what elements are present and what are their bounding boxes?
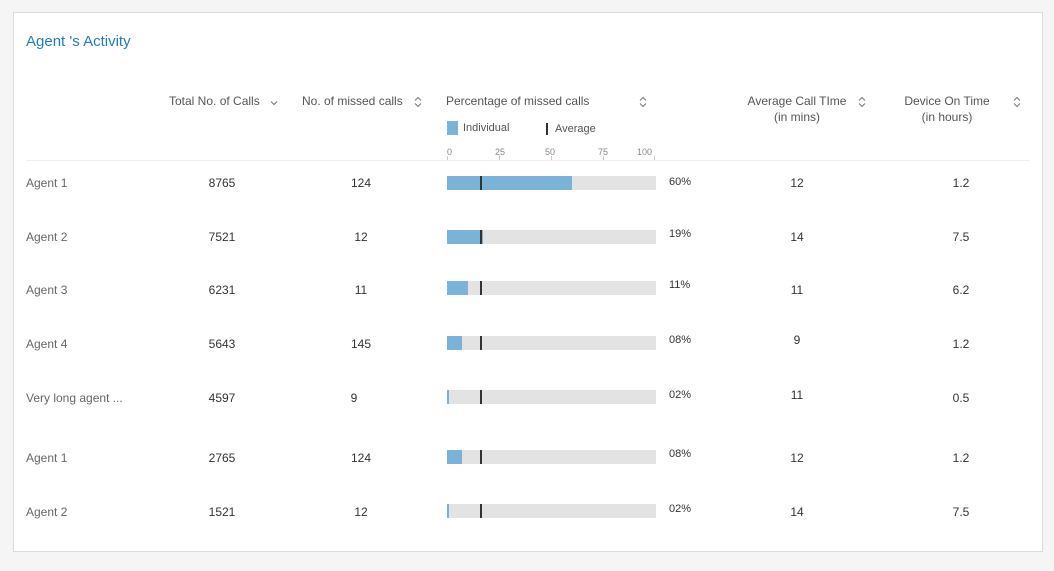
legend-individual-swatch [447,121,458,135]
bar-fill-individual [447,176,572,190]
avg-call-time-value: 11 [790,283,804,297]
avg-call-time-value: 11 [790,388,804,402]
bar-fill-individual [447,336,462,350]
bar-average-marker [480,281,482,295]
col-header-device-on-time-label: Device On Time [904,94,990,108]
bar-fill-individual [447,450,462,464]
pct-missed-value: 08% [669,334,692,346]
total-calls-value: 8765 [208,176,236,190]
bar-fill-individual [447,230,483,244]
agent-name[interactable]: Agent 3 [26,283,68,297]
pct-missed-value: 60% [669,176,692,188]
bar-average-marker [480,336,482,350]
device-on-time-value: 7.5 [952,230,970,244]
scale-label-50: 50 [545,147,556,157]
pct-missed-value: 08% [669,448,692,460]
pct-missed-bar [447,450,656,464]
col-header-missed-calls[interactable]: No. of missed calls [302,93,403,109]
scale-label-100: 100 [637,147,653,157]
avg-call-time-value: 14 [790,505,804,519]
missed-calls-value: 12 [354,230,368,244]
scale-label-75: 75 [598,147,609,157]
percentage-scale: 0 25 50 75 100 [447,147,655,161]
col-header-total-calls-label: Total No. of Calls [169,94,260,108]
bar-average-marker [480,450,482,464]
col-header-avg-call-time-label: Average Call TIme [747,94,847,108]
col-header-avg-call-time[interactable]: Average Call TIme (in mins) [745,93,849,125]
avg-call-time-value: 14 [790,230,804,244]
total-calls-value: 1521 [208,505,236,519]
bar-fill-individual [447,504,449,518]
total-calls-value: 2765 [208,451,236,465]
card-title: Agent 's Activity [26,33,131,50]
scale-tick [551,156,552,161]
pct-missed-bar [447,504,656,518]
bar-average-marker [480,230,482,244]
total-calls-value: 5643 [208,337,236,351]
pct-missed-value: 19% [669,228,692,240]
missed-calls-value: 12 [354,505,368,519]
device-on-time-value: 1.2 [952,451,970,465]
scale-tick [499,156,500,161]
sort-toggle-icon[interactable] [858,96,866,108]
agent-name[interactable]: Very long agent ... [26,391,123,405]
missed-calls-value: 124 [350,451,372,465]
legend-average-label: Average [555,123,596,135]
col-header-avg-call-time-unit: (in mins) [773,110,820,124]
bar-fill-individual [447,281,468,295]
bar-average-marker [480,390,482,404]
col-header-device-on-time-unit: (in hours) [921,110,973,124]
col-header-total-calls[interactable]: Total No. of Calls [169,93,260,109]
sort-desc-icon[interactable] [270,99,278,107]
col-header-pct-missed-label: Percentage of missed calls [446,94,590,108]
legend-individual-label: Individual [463,122,510,134]
agent-name[interactable]: Agent 1 [26,451,68,465]
device-on-time-value: 1.2 [952,337,970,351]
agent-activity-card: Agent 's Activity Total No. of Calls No.… [13,12,1043,552]
agent-name[interactable]: Agent 2 [26,230,68,244]
missed-calls-value: 145 [350,337,372,351]
sort-toggle-icon[interactable] [414,96,422,108]
device-on-time-value: 6.2 [952,283,970,297]
bar-fill-individual [447,390,449,404]
device-on-time-value: 7.5 [952,505,970,519]
total-calls-value: 4597 [208,391,236,405]
pct-missed-bar [447,230,656,244]
sort-toggle-icon[interactable] [639,96,647,108]
col-header-pct-missed[interactable]: Percentage of missed calls [446,93,589,109]
avg-call-time-value: 9 [793,333,801,347]
scale-tick [654,156,655,161]
device-on-time-value: 1.2 [952,176,970,190]
header-divider [26,160,1030,161]
col-header-missed-calls-label: No. of missed calls [302,94,403,108]
pct-missed-bar [447,176,656,190]
total-calls-value: 7521 [208,230,236,244]
device-on-time-value: 0.5 [952,391,970,405]
agent-name[interactable]: Agent 4 [26,337,68,351]
pct-missed-value: 02% [669,503,692,515]
missed-calls-value: 124 [350,176,372,190]
legend-average-marker [546,123,548,135]
pct-missed-value: 11% [669,279,691,291]
scale-tick [447,156,448,161]
bar-average-marker [480,176,482,190]
scale-tick [603,156,604,161]
total-calls-value: 6231 [208,283,236,297]
pct-missed-bar [447,336,656,350]
pct-missed-bar [447,390,656,404]
pct-missed-value: 02% [669,389,692,401]
sort-toggle-icon[interactable] [1013,96,1021,108]
avg-call-time-value: 12 [790,176,804,190]
agent-name[interactable]: Agent 2 [26,505,68,519]
agent-name[interactable]: Agent 1 [26,176,68,190]
scale-label-0: 0 [447,147,453,157]
missed-calls-value: 11 [354,283,368,297]
avg-call-time-value: 12 [790,451,804,465]
col-header-device-on-time[interactable]: Device On Time (in hours) [894,93,1000,125]
bar-average-marker [480,504,482,518]
pct-missed-bar [447,281,656,295]
scale-label-25: 25 [495,147,506,157]
missed-calls-value: 9 [350,391,358,405]
